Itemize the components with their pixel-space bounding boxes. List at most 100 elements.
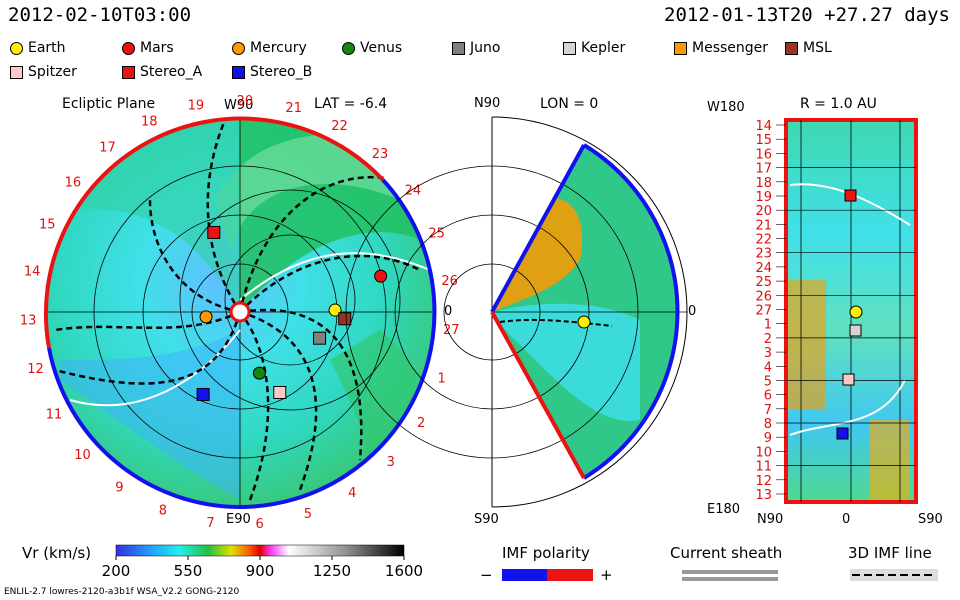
meridional-edge-bottom [490, 311, 586, 479]
meridional-top-label: N90 [474, 96, 501, 111]
carrington-label: 20 [237, 94, 254, 109]
rim-negative [47, 347, 241, 509]
carrington-label: 2 [417, 416, 425, 431]
sphere-y-label: 12 [755, 474, 772, 489]
legend-label: MSL [803, 40, 832, 56]
imf-spiral [148, 199, 241, 314]
carrington-label: 3 [387, 455, 395, 470]
slow-region [492, 303, 640, 421]
sphere-y-label: 15 [755, 133, 772, 148]
sphere-bottom-mid: 0 [842, 512, 851, 527]
ecliptic-panel: 19 20 212223242526271234567891011121314151… [20, 94, 460, 532]
legend-marker [10, 65, 23, 79]
imf-spiral [239, 310, 318, 491]
carrington-label: 11 [46, 408, 63, 423]
sphere-panel: 1415161718192021222324252627123456789101… [755, 118, 918, 504]
sphere-y-label: 1 [764, 318, 772, 333]
sphere-bottom-right: S90 [918, 512, 943, 527]
carrington-label: 13 [20, 313, 37, 328]
carrington-label: 17 [99, 141, 116, 156]
legend-item-juno: Juno [452, 40, 500, 56]
carrington-label: 16 [65, 176, 82, 191]
carrington-label: 23 [372, 147, 389, 162]
marker-stereo_a [207, 225, 221, 239]
carrington-label: 12 [27, 362, 44, 377]
colorbar-tick-label: 1250 [313, 562, 351, 580]
carrington-label: 5 [304, 507, 312, 522]
meridional-earth-marker [577, 315, 591, 329]
sphere-y-label: 20 [755, 204, 772, 219]
sphere-r-label: R = 1.0 AU [800, 96, 877, 112]
imf-polarity-label: IMF polarity [502, 544, 590, 562]
colorbar-tick-label: 900 [246, 562, 275, 580]
legend-marker [785, 41, 798, 55]
carrington-label: 9 [115, 480, 123, 495]
carrington-label: 22 [331, 119, 348, 134]
sphere-y-label: 18 [755, 176, 772, 191]
sphere-y-label: 27 [755, 304, 772, 319]
ecliptic-bottom-label: E90 [226, 512, 251, 527]
model-footer: ENLIL-2.7 lowres-2120-a3b1f WSA_V2.2 GON… [4, 587, 240, 597]
sphere-y-label: 9 [764, 431, 772, 446]
left-timestamp: 2012-02-10T03:00 [8, 4, 192, 26]
legend-item-kepler: Kepler [563, 40, 625, 56]
sphere-sheath [789, 379, 906, 436]
meridional-edge-top [490, 144, 586, 313]
meridional-rim [582, 143, 680, 480]
imf-spiral [239, 311, 270, 501]
marker-earth [328, 303, 342, 317]
legend-item-stereo_b: Stereo_B [232, 64, 312, 80]
legend-item-earth: Earth [10, 40, 66, 56]
legend-item-mercury: Mercury [232, 40, 307, 56]
legend-item-stereo_a: Stereo_A [122, 64, 202, 80]
legend-item-messenger: Messenger [674, 40, 768, 56]
colorbar-tick-label: 200 [102, 562, 131, 580]
carrington-label: 18 [141, 114, 158, 129]
legend-label: Spitzer [28, 64, 77, 80]
sphere-y-label: 24 [755, 261, 772, 276]
sphere-bottom-left: N90 [757, 512, 784, 527]
marker-mercury [199, 310, 213, 324]
sphere-y-label: 22 [755, 233, 772, 248]
carrington-label: 6 [256, 517, 264, 532]
carrington-label: 1 [437, 372, 445, 387]
legend-label: Stereo_B [250, 64, 313, 80]
carrington-label: 7 [206, 516, 214, 531]
legend-marker [452, 41, 465, 55]
sphere-y-label: 10 [755, 445, 772, 460]
spacecraft-markers [196, 225, 388, 401]
colorbar-label: Vr (km/s) [22, 544, 92, 562]
sphere-bottom-label: E180 [707, 502, 741, 517]
legend-item-venus: Venus [342, 40, 402, 56]
carrington-label: 4 [348, 486, 356, 501]
meridional-imf-line [499, 318, 613, 327]
imf-positive-swatch [547, 569, 593, 581]
ecliptic-title: Ecliptic Plane [62, 96, 156, 112]
imf-spiral [238, 175, 386, 313]
marker-venus [252, 366, 266, 380]
legend-item-msl: MSL [785, 40, 832, 56]
legend-label: Venus [360, 40, 403, 56]
sun-marker [229, 301, 251, 323]
carrington-label: 14 [24, 264, 41, 279]
sphere-fast-region [786, 280, 826, 410]
marker-mars [374, 269, 388, 283]
imf-spiral-lines [54, 119, 421, 501]
legend-label: Mercury [250, 40, 307, 56]
carrington-label: 27 [443, 323, 460, 338]
carrington-label: 10 [74, 448, 91, 463]
sphere-y-label: 21 [755, 218, 772, 233]
colorbar-tick-label: 550 [174, 562, 203, 580]
colorbar-ticks: 200 550 900 1250 1600 [102, 556, 423, 580]
vr-colorbar [115, 544, 405, 557]
sphere-y-label: 19 [755, 190, 772, 205]
marker-spitzer [273, 386, 287, 400]
earth-ring-2 [179, 189, 401, 411]
legend-marker [232, 41, 245, 55]
sphere-stereo-a [844, 189, 857, 202]
legend-label: Messenger [692, 40, 769, 56]
meridional-right-label: 0 [688, 304, 697, 319]
sphere-y-label: 17 [755, 162, 772, 177]
imf-spiral [239, 308, 363, 461]
